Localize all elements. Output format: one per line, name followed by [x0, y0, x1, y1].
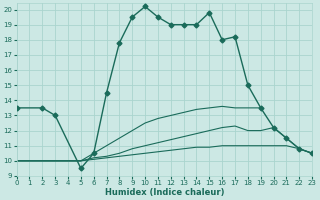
X-axis label: Humidex (Indice chaleur): Humidex (Indice chaleur): [105, 188, 224, 197]
